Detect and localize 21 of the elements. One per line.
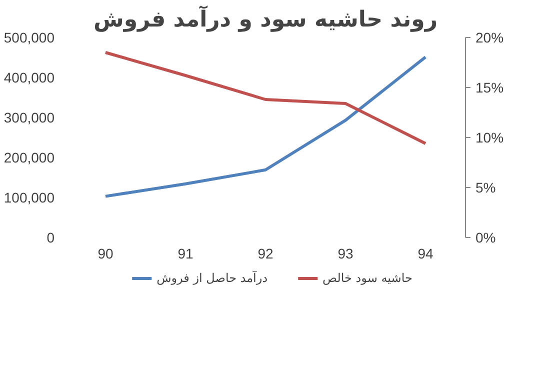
x-tick-label: 90 [98,246,114,262]
x-tick-label: 91 [178,246,194,262]
y-tick-label: 0 [46,230,55,246]
y-tick-label: 200,000 [4,150,55,166]
y2-tick-label: 10% [476,130,504,146]
x-tick-label: 94 [418,246,434,262]
y-tick-label: 300,000 [4,110,55,126]
y2-tick-label: 5% [476,180,496,196]
y2-tick-label: 15% [476,80,504,96]
legend-label: حاشیه سود خالص [322,271,412,285]
y2-tick-label: 0% [476,230,496,246]
y-tick-label: 500,000 [4,30,55,46]
legend-label: درآمد حاصل از فروش [156,271,268,285]
line-series [104,56,427,198]
line-series [104,51,427,145]
x-tick-label: 92 [258,246,274,262]
x-tick-label: 93 [338,246,354,262]
y2-tick-label: 20% [476,30,504,46]
y-tick-label: 400,000 [4,70,55,86]
y-tick-label: 100,000 [4,190,55,206]
chart-title: روند حاشیه سود و درآمد فروش [93,6,438,32]
